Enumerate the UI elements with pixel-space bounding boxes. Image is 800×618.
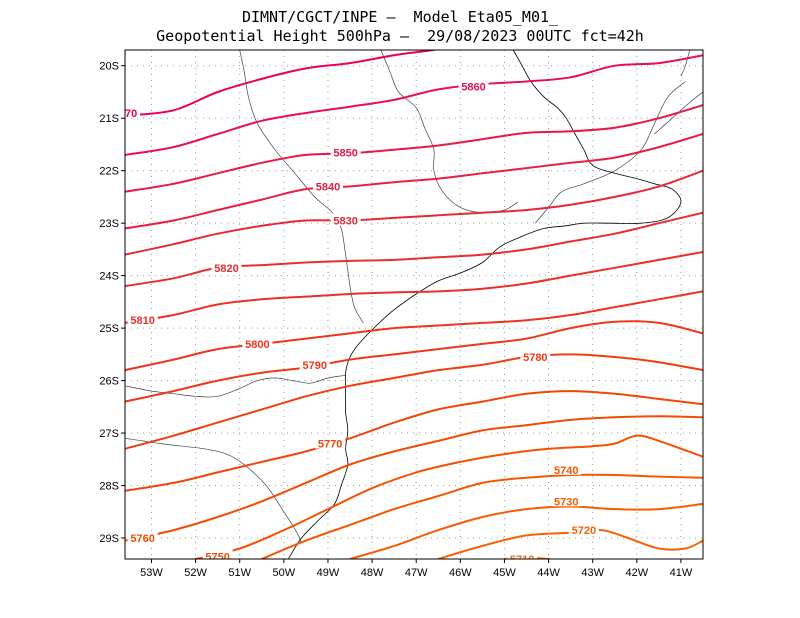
state-border xyxy=(125,374,346,398)
contour-label-5780: 5780 xyxy=(523,352,547,364)
contour-label-5810: 5810 xyxy=(130,315,154,327)
y-tick-label: 28S xyxy=(99,481,119,493)
contour-5740 xyxy=(260,473,703,559)
x-tick-label: 51W xyxy=(228,567,251,579)
contour-label-5750: 5750 xyxy=(205,551,229,563)
y-tick-label: 23S xyxy=(99,218,119,230)
contour-label-bg xyxy=(507,552,538,559)
contour-label-bg xyxy=(312,179,343,192)
contour-label-5830: 5830 xyxy=(333,216,357,228)
x-tick-label: 45W xyxy=(493,567,516,579)
contour-5810 xyxy=(125,251,703,324)
contour-5870 xyxy=(125,50,435,117)
contour-label-5800: 5800 xyxy=(245,339,269,351)
x-tick-label: 50W xyxy=(273,567,296,579)
contour-label-5710: 5710 xyxy=(510,554,534,566)
contour-5780 xyxy=(125,353,703,450)
contour-5760 xyxy=(125,415,703,542)
contour-label-bg xyxy=(330,145,361,158)
contour-lines xyxy=(125,50,703,559)
y-tick-label: 20S xyxy=(99,61,119,73)
contour-label-bg xyxy=(458,79,489,92)
contour-label-bg xyxy=(551,462,582,475)
contour-5770 xyxy=(125,390,703,492)
chart-title-line-2: Geopotential Height 500hPa – 29/08/2023 … xyxy=(156,27,644,45)
contour-5840 xyxy=(125,133,703,230)
contour-5850 xyxy=(125,104,703,193)
contour-5730 xyxy=(349,502,703,559)
x-tick-label: 53W xyxy=(140,567,163,579)
contour-5820 xyxy=(125,211,703,288)
contour-label-5770: 5770 xyxy=(318,439,342,451)
y-tick-label: 22S xyxy=(99,166,119,178)
contour-5830 xyxy=(125,169,703,256)
contour-5750 xyxy=(194,434,703,559)
contour-label-bg xyxy=(520,349,551,362)
state-border xyxy=(239,50,364,324)
contour-5800 xyxy=(125,290,703,372)
x-tick-label: 42W xyxy=(626,567,649,579)
contour-label-bg xyxy=(127,313,158,326)
x-tick-label: 41W xyxy=(670,567,693,579)
state-border xyxy=(654,91,703,135)
contour-label-bg xyxy=(127,531,158,544)
contour-label-bg xyxy=(299,357,330,370)
x-tick-label: 49W xyxy=(317,567,340,579)
y-tick-label: 27S xyxy=(99,428,119,440)
contour-label-bg xyxy=(202,549,233,559)
y-tick-label: 29S xyxy=(99,533,119,545)
y-tick-label: 26S xyxy=(99,376,119,388)
y-tick-label: 21S xyxy=(99,113,119,125)
contour-labels: 5870 5860 5850 5840 5830 5820 5810 5800 5790 5780… xyxy=(113,79,599,566)
x-tick-label: 52W xyxy=(184,567,207,579)
y-tick-label: 24S xyxy=(99,271,119,283)
contour-label-bg xyxy=(330,213,361,226)
contour-5720 xyxy=(437,528,703,559)
contour-label-bg xyxy=(551,494,582,507)
contour-label-5870: 5870 xyxy=(113,108,137,120)
x-tick-label: 46W xyxy=(449,567,472,579)
contour-label-bg xyxy=(125,105,140,118)
y-tick-label: 25S xyxy=(99,323,119,335)
contour-label-5860: 5860 xyxy=(461,82,485,94)
contour-5860 xyxy=(125,54,703,156)
x-tick-label: 47W xyxy=(405,567,428,579)
plot-frame xyxy=(124,49,704,560)
contour-label-5850: 5850 xyxy=(333,147,357,159)
contour-label-5790: 5790 xyxy=(302,360,326,372)
contour-label-bg xyxy=(315,436,346,449)
x-tick-label: 48W xyxy=(361,567,384,579)
contour-label-5820: 5820 xyxy=(214,263,238,275)
state-border xyxy=(680,50,691,77)
grid xyxy=(125,50,703,559)
x-tick-label: 43W xyxy=(581,567,604,579)
x-tick-label: 44W xyxy=(537,567,560,579)
axes: 53W 52W 51W 50W 49W 48W 47W 46W 45W 44W 43W 42W 41W 2… xyxy=(99,61,692,579)
coastline xyxy=(287,50,682,559)
state-border xyxy=(535,81,686,224)
state-border xyxy=(380,50,518,214)
chart-title-line-1: DIMNT/CGCT/INPE – Model Eta05_M01_ xyxy=(241,8,559,26)
contour-label-5760: 5760 xyxy=(130,533,154,545)
contour-label-bg xyxy=(242,336,273,349)
state-border xyxy=(125,437,302,544)
contour-label-5730: 5730 xyxy=(554,496,578,508)
contour-label-bg xyxy=(211,260,242,273)
contour-5790 xyxy=(125,320,703,403)
contour-label-5840: 5840 xyxy=(316,181,340,193)
contour-label-bg xyxy=(568,523,599,536)
geography xyxy=(125,50,703,559)
contour-label-5740: 5740 xyxy=(554,465,578,477)
contour-label-5720: 5720 xyxy=(572,525,596,537)
